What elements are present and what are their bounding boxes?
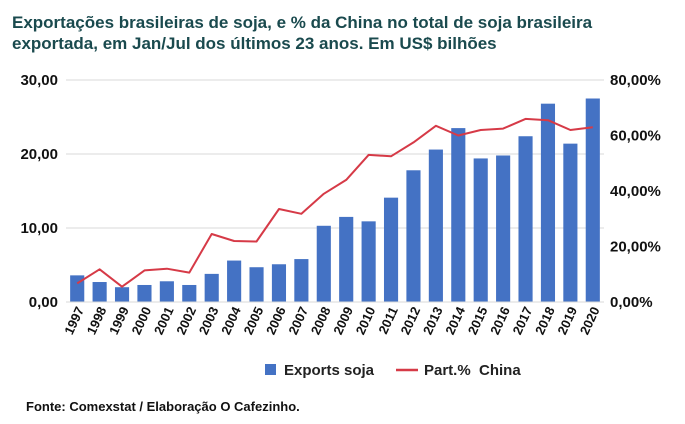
bar-exports-soja <box>159 281 174 302</box>
x-tick-label: 2002 <box>173 304 199 337</box>
bar-exports-soja <box>271 264 287 302</box>
y-left-tick-label: 30,00 <box>20 72 58 89</box>
x-tick-label: 2008 <box>308 304 334 337</box>
bar-exports-soja <box>518 136 533 302</box>
x-tick-label: 2007 <box>285 304 311 337</box>
x-tick-label: 2009 <box>330 304 356 337</box>
x-tick-label: 2019 <box>554 304 580 337</box>
y-right-tick-label: 60,00% <box>610 128 661 145</box>
bar-exports-soja <box>383 197 399 302</box>
y-left-tick-label: 20,00 <box>20 146 58 163</box>
x-tick-label: 2017 <box>510 304 536 337</box>
x-tick-label: 2015 <box>465 304 491 337</box>
legend-swatch-bar <box>265 364 276 375</box>
axes: 0,00 10,00 20,00 30,00 0,00% 20,00% 40,00% 60,0… <box>20 72 660 337</box>
bar-exports-soja <box>563 143 578 302</box>
x-tick-label: 2003 <box>196 304 222 337</box>
y-right-tick-label: 20,00% <box>610 239 661 256</box>
y-right-tick-label: 80,00% <box>610 72 661 89</box>
x-tick-label: 2000 <box>128 304 154 337</box>
bar-exports-soja <box>496 155 511 302</box>
bar-exports-soja <box>204 273 219 302</box>
bar-exports-soja <box>428 149 443 302</box>
line-series <box>76 117 593 288</box>
bar-exports-soja <box>316 225 331 302</box>
bar-exports-soja <box>361 221 376 302</box>
bar-exports-soja <box>137 284 152 302</box>
bar-exports-soja <box>451 128 466 302</box>
x-tick-label: 2014 <box>442 304 468 337</box>
bar-series <box>70 98 600 303</box>
line-part-china <box>76 117 593 288</box>
y-right-tick-label: 0,00% <box>610 294 653 311</box>
x-tick-label: 2004 <box>218 304 244 337</box>
x-tick-label: 2016 <box>487 304 513 337</box>
bar-exports-soja <box>114 287 130 302</box>
bar-exports-soja <box>540 103 556 303</box>
x-tick-label: 2020 <box>577 304 603 337</box>
bar-exports-soja <box>473 158 488 302</box>
x-tick-label: 1999 <box>106 304 132 337</box>
x-tick-label: 2001 <box>151 304 177 337</box>
x-tick-label: 2010 <box>353 304 379 337</box>
bar-exports-soja <box>585 98 600 302</box>
bar-exports-soja <box>406 170 421 302</box>
y-right-tick-label: 40,00% <box>610 183 661 200</box>
legend-label-exports: Exports soja <box>284 362 375 379</box>
bar-exports-soja <box>227 260 242 302</box>
x-tick-label: 2006 <box>263 304 289 337</box>
source-note: Fonte: Comexstat / Elaboração O Cafezinh… <box>26 399 300 414</box>
bar-exports-soja <box>249 267 264 302</box>
x-tick-label: 2013 <box>420 304 446 337</box>
x-tick-label: 1997 <box>61 304 87 337</box>
x-tick-label: 2011 <box>375 304 401 336</box>
legend-label-china: Part.% China <box>424 362 521 379</box>
legend: Exports soja Part.% China <box>265 362 521 379</box>
y-left-tick-label: 0,00 <box>29 294 58 311</box>
bar-exports-soja <box>182 284 197 302</box>
bar-exports-soja <box>92 282 107 302</box>
x-tick-label: 2012 <box>397 304 423 337</box>
x-tick-label: 2005 <box>241 304 267 337</box>
chart-title: Exportações brasileiras de soja, e % da … <box>12 13 593 53</box>
y-left-tick-label: 10,00 <box>20 220 58 237</box>
x-tick-label: 1998 <box>84 304 110 337</box>
x-tick-label: 2018 <box>532 304 558 337</box>
bar-exports-soja <box>339 216 354 302</box>
bar-exports-soja <box>294 259 309 302</box>
